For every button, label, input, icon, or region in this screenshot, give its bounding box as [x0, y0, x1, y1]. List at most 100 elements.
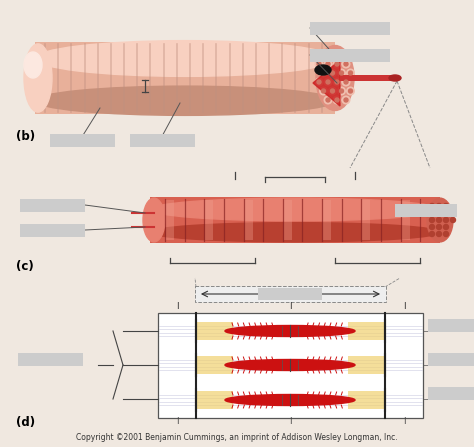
Circle shape — [326, 62, 330, 66]
FancyBboxPatch shape — [395, 203, 457, 216]
FancyBboxPatch shape — [196, 356, 233, 374]
Circle shape — [450, 218, 456, 223]
FancyBboxPatch shape — [401, 200, 410, 240]
Circle shape — [344, 62, 348, 66]
Circle shape — [324, 78, 332, 86]
FancyBboxPatch shape — [205, 200, 213, 240]
Circle shape — [429, 232, 435, 236]
FancyBboxPatch shape — [20, 224, 85, 236]
Circle shape — [335, 98, 339, 102]
Circle shape — [337, 51, 345, 59]
Circle shape — [328, 51, 336, 59]
Circle shape — [335, 80, 339, 84]
Circle shape — [344, 80, 348, 84]
FancyBboxPatch shape — [363, 200, 370, 240]
Circle shape — [429, 224, 435, 229]
Text: I: I — [176, 417, 178, 426]
Circle shape — [317, 80, 321, 84]
FancyBboxPatch shape — [195, 286, 386, 302]
FancyBboxPatch shape — [428, 353, 474, 366]
Ellipse shape — [150, 198, 440, 221]
FancyBboxPatch shape — [150, 197, 440, 243]
Circle shape — [330, 53, 335, 57]
FancyBboxPatch shape — [310, 49, 390, 62]
Circle shape — [321, 71, 326, 75]
FancyBboxPatch shape — [158, 313, 423, 418]
Circle shape — [437, 211, 441, 215]
Circle shape — [339, 89, 344, 93]
FancyBboxPatch shape — [166, 200, 174, 240]
Circle shape — [321, 53, 326, 57]
FancyBboxPatch shape — [196, 322, 233, 340]
Circle shape — [333, 96, 341, 104]
Circle shape — [444, 203, 448, 208]
Ellipse shape — [316, 46, 354, 110]
Ellipse shape — [389, 75, 401, 81]
Circle shape — [319, 51, 328, 59]
Circle shape — [346, 87, 354, 95]
Circle shape — [437, 218, 441, 223]
Circle shape — [437, 224, 441, 229]
Ellipse shape — [315, 65, 331, 75]
Text: I: I — [289, 302, 292, 311]
Ellipse shape — [143, 198, 165, 242]
Circle shape — [342, 60, 350, 68]
FancyBboxPatch shape — [348, 322, 385, 340]
Circle shape — [344, 98, 348, 102]
Circle shape — [437, 203, 441, 208]
Circle shape — [444, 211, 448, 215]
FancyBboxPatch shape — [245, 200, 253, 240]
Circle shape — [333, 78, 341, 86]
Text: I: I — [289, 417, 291, 426]
FancyBboxPatch shape — [18, 353, 83, 366]
Circle shape — [429, 203, 435, 208]
FancyBboxPatch shape — [428, 387, 474, 400]
Circle shape — [339, 71, 344, 75]
Circle shape — [319, 69, 328, 77]
Circle shape — [317, 62, 321, 66]
Circle shape — [315, 60, 323, 68]
Ellipse shape — [35, 41, 335, 76]
FancyBboxPatch shape — [20, 198, 85, 211]
FancyBboxPatch shape — [348, 356, 385, 374]
Circle shape — [348, 89, 353, 93]
FancyBboxPatch shape — [323, 200, 331, 240]
Circle shape — [326, 80, 330, 84]
Circle shape — [348, 71, 353, 75]
FancyBboxPatch shape — [130, 134, 195, 147]
Circle shape — [342, 96, 350, 104]
FancyBboxPatch shape — [340, 75, 395, 81]
Circle shape — [315, 78, 323, 86]
Circle shape — [328, 87, 336, 95]
Circle shape — [330, 89, 335, 93]
Circle shape — [326, 98, 330, 102]
Circle shape — [328, 69, 336, 77]
FancyBboxPatch shape — [310, 21, 390, 34]
Circle shape — [444, 224, 448, 229]
FancyBboxPatch shape — [258, 288, 322, 300]
FancyBboxPatch shape — [428, 319, 474, 332]
Circle shape — [335, 62, 339, 66]
Text: I: I — [176, 302, 178, 311]
FancyBboxPatch shape — [348, 391, 385, 409]
Circle shape — [429, 218, 435, 223]
Text: Copyright ©2001 Benjamin Cummings, an imprint of Addison Wesley Longman, Inc.: Copyright ©2001 Benjamin Cummings, an im… — [76, 433, 398, 442]
FancyBboxPatch shape — [35, 42, 335, 114]
Circle shape — [333, 60, 341, 68]
Circle shape — [324, 60, 332, 68]
Circle shape — [339, 53, 344, 57]
Ellipse shape — [35, 86, 335, 115]
Text: (c): (c) — [16, 260, 34, 273]
Ellipse shape — [225, 359, 355, 371]
Circle shape — [321, 89, 326, 93]
Circle shape — [437, 232, 441, 236]
FancyBboxPatch shape — [284, 200, 292, 240]
FancyBboxPatch shape — [196, 391, 233, 409]
Circle shape — [319, 87, 328, 95]
Ellipse shape — [150, 223, 440, 242]
Polygon shape — [313, 60, 340, 106]
Circle shape — [429, 211, 435, 215]
Circle shape — [330, 71, 335, 75]
Text: (b): (b) — [16, 130, 35, 143]
Text: I: I — [403, 302, 405, 311]
